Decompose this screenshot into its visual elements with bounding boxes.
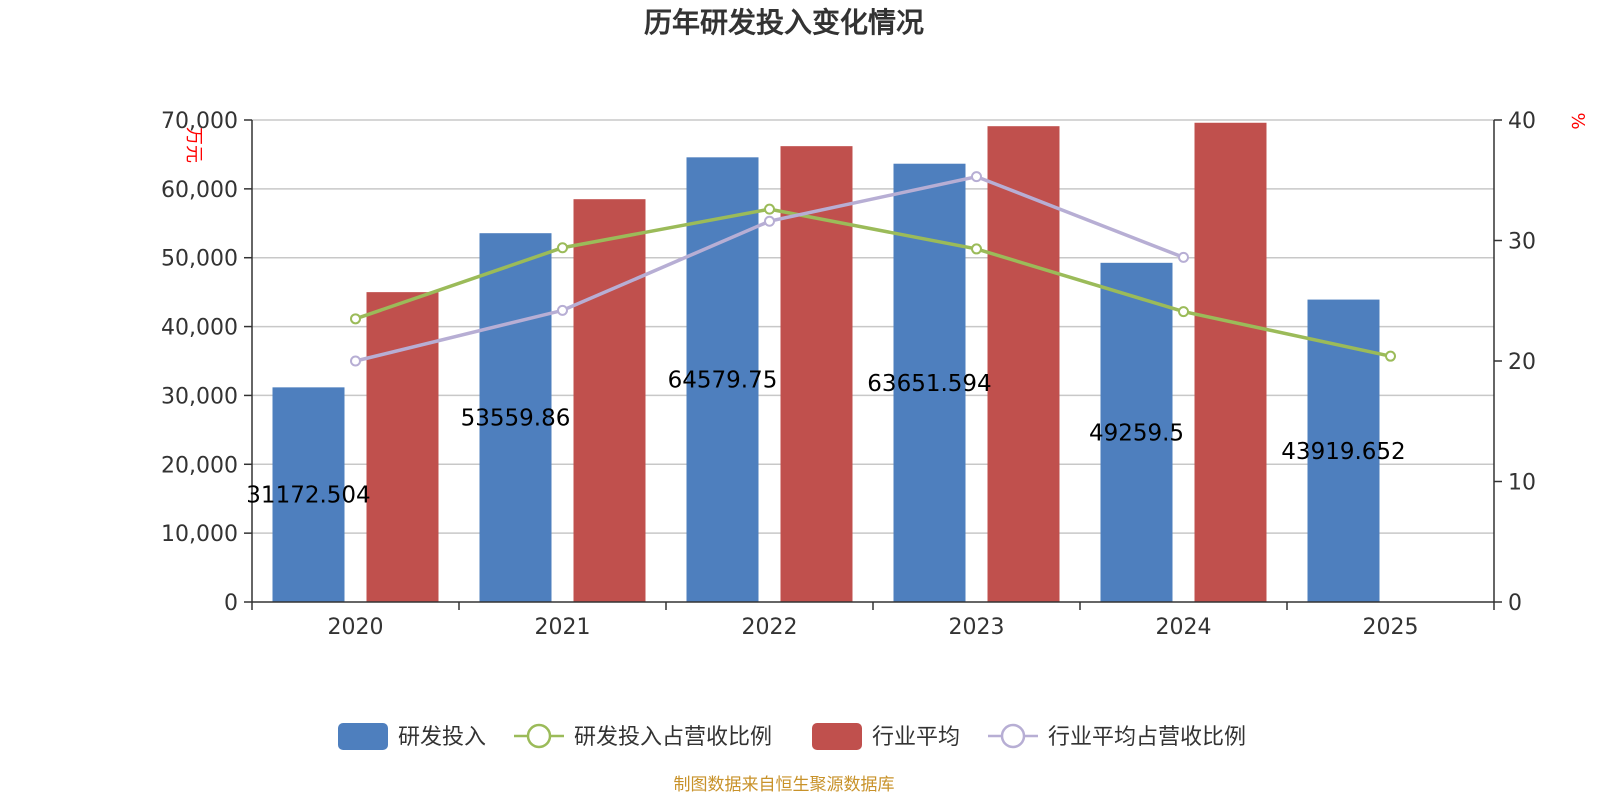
point-rd-ratio	[1385, 350, 1396, 362]
point-rd-ratio	[1178, 306, 1189, 318]
bar-data-label: 63651.594	[867, 371, 991, 397]
legend-swatch	[812, 723, 862, 750]
legend-item-industry-average: 行业平均	[812, 723, 960, 750]
point-industry-ratio	[971, 171, 982, 183]
left-axis-unit: 万元	[183, 127, 204, 163]
legend-item-rd-investment: 研发投入	[338, 723, 486, 750]
left-axis-tick-label: 40,000	[161, 316, 238, 341]
right-axis-tick-label: 40	[1508, 109, 1536, 134]
bar-rd-investment	[272, 387, 345, 602]
legend: 研发投入 研发投入占营收比例 行业平均 行业平均占营收比例	[338, 723, 1246, 750]
data-source-note: 制图数据来自恒生聚源数据库	[674, 775, 895, 795]
x-axis-tick-label: 2023	[949, 615, 1005, 640]
bar-industry-average	[1194, 122, 1267, 603]
right-axis-tick-label: 20	[1508, 350, 1536, 375]
bar-industry-average	[987, 126, 1060, 602]
legend-item-rd-ratio: 研发投入占营收比例	[514, 723, 772, 750]
bar-rd-investment	[1100, 262, 1173, 602]
legend-label: 研发投入	[398, 725, 486, 750]
point-industry-ratio	[557, 304, 568, 316]
point-industry-ratio	[764, 215, 775, 227]
legend-marker	[1000, 723, 1026, 749]
bar-data-label: 31172.504	[246, 483, 370, 509]
left-axis-tick-label: 30,000	[161, 384, 238, 409]
legend-label: 行业平均	[872, 725, 960, 750]
legend-label: 研发投入占营收比例	[574, 725, 772, 750]
right-axis-tick-label: 30	[1508, 230, 1536, 255]
right-axis-tick-label: 0	[1508, 591, 1522, 616]
data-labels: 31172.504 53559.86 64579.75 63651.594 49259.…	[246, 368, 1405, 509]
left-axis-tick-label: 70,000	[161, 109, 238, 134]
left-axis-tick-label: 50,000	[161, 247, 238, 272]
grid-lines	[252, 119, 1494, 534]
point-rd-ratio	[350, 313, 361, 325]
x-axis-tick-label: 2021	[535, 615, 591, 640]
legend-swatch	[338, 723, 388, 750]
point-rd-ratio	[557, 242, 568, 254]
legend-marker	[526, 723, 552, 749]
left-axis-tick-label: 0	[224, 591, 238, 616]
chart-title: 历年研发投入变化情况	[644, 6, 924, 39]
bar-industry-average	[573, 199, 646, 602]
point-industry-ratio	[1178, 251, 1189, 263]
bar-data-label: 43919.652	[1281, 439, 1405, 465]
point-rd-ratio	[764, 203, 775, 215]
right-axis-tick-label: 10	[1508, 471, 1536, 496]
x-axis-tick-label: 2020	[328, 615, 384, 640]
line-series	[350, 171, 1396, 367]
legend-item-industry-ratio: 行业平均占营收比例	[988, 723, 1246, 750]
bar-data-label: 49259.5	[1089, 420, 1184, 446]
x-axis-tick-label: 2022	[742, 615, 798, 640]
bar-series	[272, 122, 1380, 603]
left-axis-tick-label: 10,000	[161, 522, 238, 547]
right-axis-unit: %	[1567, 112, 1588, 129]
left-axis-tick-label: 60,000	[161, 178, 238, 203]
bar-data-label: 53559.86	[461, 406, 571, 432]
axes: 0 10,000 20,000 30,000 40,000 50,000 60,000 70,…	[161, 109, 1536, 640]
x-axis-tick-label: 2024	[1156, 615, 1212, 640]
bar-industry-average	[366, 292, 439, 602]
bar-data-label: 64579.75	[668, 368, 778, 394]
point-rd-ratio	[971, 243, 982, 255]
left-axis-tick-label: 20,000	[161, 453, 238, 478]
x-axis-tick-label: 2025	[1363, 615, 1419, 640]
point-industry-ratio	[350, 355, 361, 367]
legend-label: 行业平均占营收比例	[1048, 725, 1246, 750]
bar-rd-investment	[479, 233, 552, 603]
line-rd-ratio	[354, 207, 1391, 358]
